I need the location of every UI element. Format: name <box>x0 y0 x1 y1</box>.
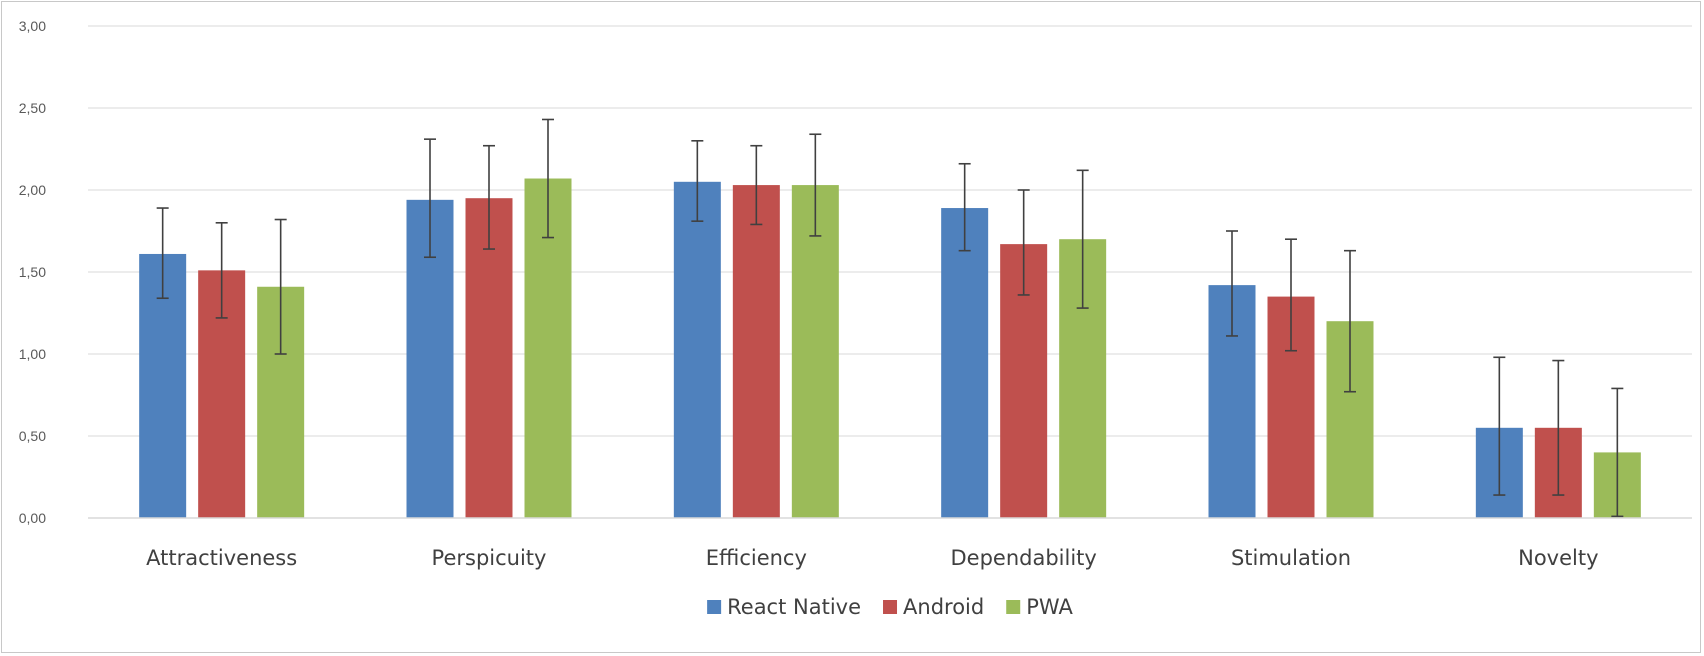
y-tick-label: 0,50 <box>19 428 46 444</box>
category-label-dependability: Dependability <box>950 546 1096 570</box>
bar-react-native-dependability <box>941 208 989 519</box>
error-bar <box>1611 387 1624 518</box>
error-bar <box>1226 230 1238 337</box>
error-bar <box>1285 238 1297 352</box>
error-bar <box>156 207 169 300</box>
category-label-stimulation: Stimulation <box>1231 546 1351 570</box>
category-label-perspicuity: Perspicuity <box>432 546 547 570</box>
error-bar <box>424 138 436 259</box>
error-bar <box>1552 359 1565 496</box>
category-label-attractiveness: Attractiveness <box>146 546 297 570</box>
error-bar <box>691 140 704 222</box>
error-bar <box>1076 169 1089 309</box>
category-label-novelty: Novelty <box>1518 546 1598 570</box>
legend-label: Android <box>903 595 984 619</box>
error-bar <box>542 118 554 239</box>
legend-label: React Native <box>727 595 861 619</box>
y-axis-tick-labels: 0,00 0,50 1,00 1,50 2,00 2,50 3,00 <box>19 18 46 526</box>
legend-swatch <box>883 600 898 614</box>
y-tick-label: 2,00 <box>19 182 46 198</box>
bar-pwa-efficiency <box>791 185 839 518</box>
y-tick-label: 0,00 <box>19 510 46 526</box>
error-bar <box>1017 189 1030 296</box>
bar-android-efficiency <box>732 185 780 518</box>
legend-item-android: Android <box>883 595 984 619</box>
bars <box>139 178 1641 519</box>
error-bar <box>958 162 971 252</box>
legend-swatch <box>707 600 722 614</box>
error-bar <box>1493 356 1506 496</box>
bar-react-native-efficiency <box>673 181 721 519</box>
legend-label: PWA <box>1026 595 1073 619</box>
legend-item-pwa: PWA <box>1006 595 1073 619</box>
category-label-efficiency: Efficiency <box>706 546 807 570</box>
error-bar <box>809 133 822 237</box>
y-tick-label: 2,50 <box>19 100 46 116</box>
legend-swatch <box>1006 600 1021 614</box>
y-tick-label: 3,00 <box>19 18 46 34</box>
legend: React Native Android PWA <box>707 595 1073 619</box>
error-bar <box>215 222 228 319</box>
y-tick-label: 1,50 <box>19 264 46 280</box>
error-bar <box>750 144 763 226</box>
y-tick-label: 1,00 <box>19 346 46 362</box>
legend-item-react-native: React Native <box>707 595 861 619</box>
error-bar <box>1344 249 1356 393</box>
error-bar <box>483 144 495 250</box>
bar-android-perspicuity <box>465 198 513 518</box>
category-labels: Attractiveness Perspicuity Efficiency Depen… <box>146 546 1598 570</box>
error-bar <box>274 218 287 355</box>
error-bars <box>156 118 1624 518</box>
gridlines <box>88 25 1692 437</box>
